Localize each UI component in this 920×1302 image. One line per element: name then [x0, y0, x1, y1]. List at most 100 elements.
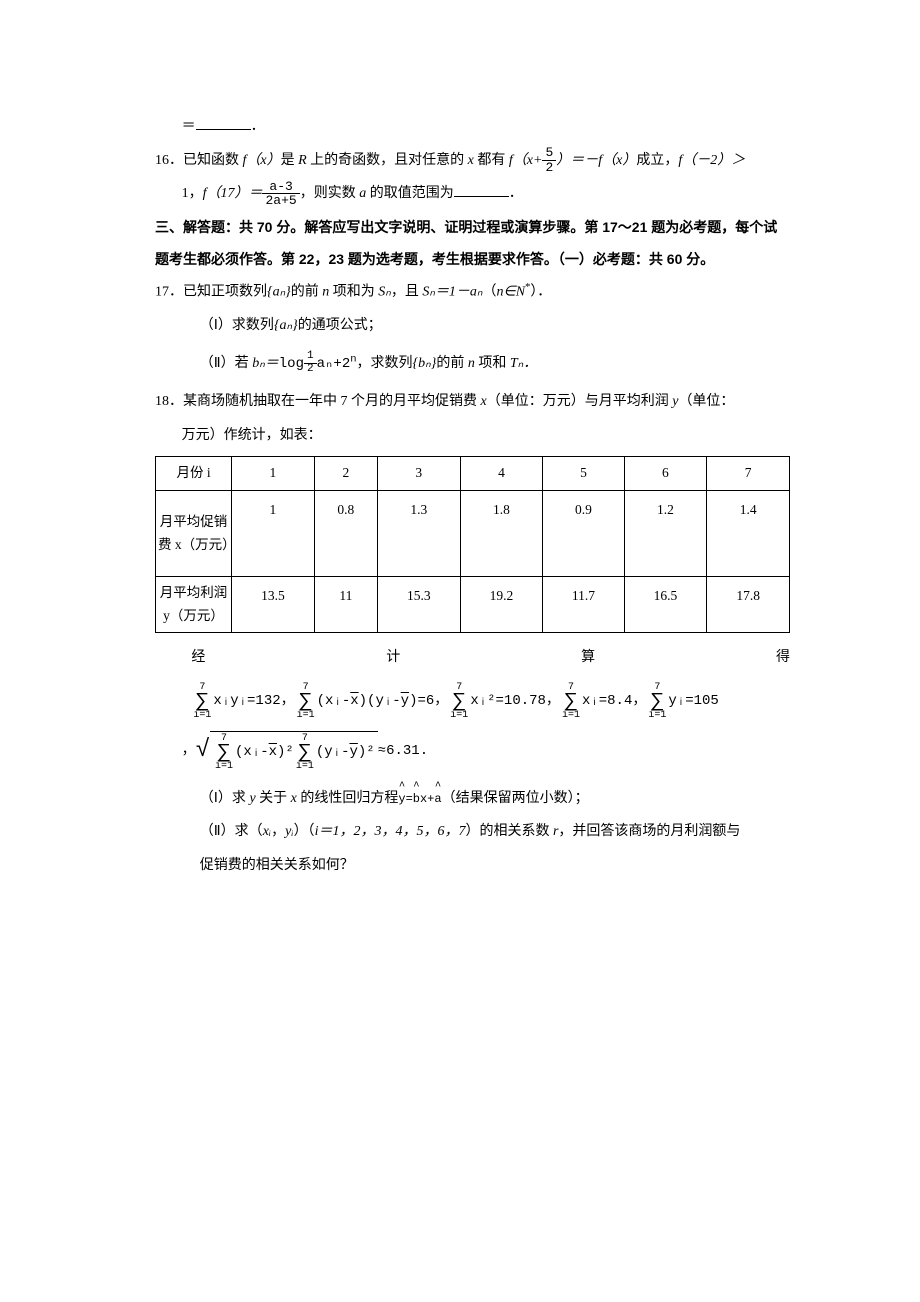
sqrt: √ 7∑i=1 (xᵢ-x)² 7∑i=1 (yᵢ-y)²: [196, 731, 378, 772]
blank-16: [454, 182, 509, 197]
q17-p2c: ，求数列: [357, 356, 413, 371]
sigma-icon: ∑: [651, 693, 663, 711]
sqrt-icon: √: [196, 739, 210, 763]
r23: 19.2: [460, 577, 543, 633]
sum-icon: 7∑i=1: [450, 683, 468, 721]
q17-t6: ）．: [530, 285, 551, 300]
fa: xᵢyᵢ=132，: [213, 693, 294, 710]
de: 得: [776, 641, 790, 675]
q16-num: 16．: [155, 153, 183, 168]
sqrt-body: 7∑i=1 (xᵢ-x)² 7∑i=1 (yᵢ-y)²: [210, 731, 378, 772]
ji: 计: [386, 641, 400, 675]
r21: 11: [314, 577, 377, 633]
p1b: 关于: [256, 791, 291, 806]
th0: 月份 i: [156, 457, 232, 491]
q16-t4: 都有: [474, 153, 509, 168]
p1d: （结果保留两位小数）；: [442, 791, 589, 806]
p2b: ，: [271, 824, 285, 839]
q18-t2: （单位：万元）与月平均利润: [487, 394, 673, 409]
xbar: x: [350, 693, 358, 710]
logpre: log: [279, 356, 304, 372]
sigma-icon: ∑: [453, 693, 465, 711]
q17-t4: ，且: [391, 285, 423, 300]
p1c: 的线性回归方程: [297, 791, 399, 806]
blank-15: [196, 115, 251, 130]
ybar2: y: [349, 744, 357, 761]
r11: 0.8: [314, 491, 377, 577]
th4: 4: [460, 457, 543, 491]
q17-eq: Sₙ＝1－aₙ: [422, 285, 482, 300]
table-row: 月平均促销费 x（万元） 1 0.8 1.3 1.8 0.9 1.2 1.4: [156, 491, 790, 577]
q17-bn: bₙ＝: [252, 356, 279, 371]
sum-icon: 7∑i=1: [562, 683, 580, 721]
table-row: 月份 i 1 2 3 4 5 6 7: [156, 457, 790, 491]
th2: 2: [314, 457, 377, 491]
q18-num: 18．: [155, 394, 183, 409]
r20: 13.5: [232, 577, 315, 633]
q16-fx: f（x）: [243, 153, 281, 168]
q18-formula1: 7∑i=1 xᵢyᵢ=132， 7∑i=1 (xᵢ-x)(yᵢ-y)=6， 7∑…: [191, 683, 790, 721]
r16: 1.4: [707, 491, 790, 577]
p2e: ，并回答该商场的月利润额与: [558, 824, 740, 839]
q17-p1a: （Ⅰ）求数列: [200, 318, 274, 333]
sb4: i=1: [562, 711, 580, 721]
logbase: 12: [304, 351, 317, 375]
r2h: 月平均利润 y（万元）: [156, 577, 232, 633]
xi: xᵢ: [263, 824, 271, 839]
q16-t1: 已知函数: [183, 153, 243, 168]
sb7: i=1: [296, 762, 314, 772]
q17-an2: {aₙ}: [274, 318, 298, 333]
q18-p2b: 促销费的相关关系如何？: [155, 849, 790, 883]
sigma-icon: ∑: [300, 693, 312, 711]
q17-p1: （Ⅰ）求数列{aₙ}的通项公式；: [155, 309, 790, 343]
th7: 7: [707, 457, 790, 491]
r25: 16.5: [624, 577, 707, 633]
suan: 算: [581, 641, 595, 675]
q17-p2e: 项和: [475, 356, 510, 371]
q16-fclose: ）＝－: [556, 153, 598, 168]
q18-line1: 18．某商场随机抽取在一年中 7 个月的月平均促销费 x（单位：万元）与月平均利…: [155, 385, 790, 419]
q16-t3: 上的奇函数，且对任意的: [307, 153, 468, 168]
q17-sn: Sₙ: [378, 285, 391, 300]
q16-t2: 是: [281, 153, 299, 168]
haty: y: [398, 785, 405, 814]
th6: 6: [624, 457, 707, 491]
q16-fx2: f（x）: [598, 153, 636, 168]
q18-formula2: ， √ 7∑i=1 (xᵢ-x)² 7∑i=1 (yᵢ-y)² ≈6.31.: [182, 731, 790, 772]
fb2: )(yᵢ-: [359, 693, 401, 710]
r15: 1.2: [624, 491, 707, 577]
p1a: （Ⅰ）求: [200, 791, 250, 806]
regx: x+: [420, 792, 434, 806]
q17-t2: 的前: [291, 285, 323, 300]
q16-t7: 的取值范围为: [366, 186, 454, 201]
r13: 1.8: [460, 491, 543, 577]
approx: ≈6.31.: [378, 743, 428, 760]
fb1: (xᵢ-: [317, 693, 351, 710]
hata: a: [434, 785, 441, 814]
sqd: (yᵢ-: [316, 744, 350, 761]
fb3: )=6，: [409, 693, 448, 710]
q16-l2a: 1，: [182, 186, 203, 201]
r22: 15.3: [377, 577, 460, 633]
p2c: ）（: [294, 824, 315, 839]
period-15: ．: [251, 119, 265, 134]
sigma-icon: ∑: [196, 693, 208, 711]
sb6: i=1: [215, 762, 233, 772]
xbar2: x: [269, 744, 277, 761]
sum-icon: 7∑i=1: [193, 683, 211, 721]
fc: xᵢ²=10.78，: [470, 693, 560, 710]
th5: 5: [543, 457, 624, 491]
fe: yᵢ=105: [668, 693, 718, 710]
fd: xᵢ=8.4，: [582, 693, 646, 710]
q16-line2: 1，f（17）＝a-32a+5，则实数 a 的取值范围为．: [155, 177, 790, 211]
r14: 0.9: [543, 491, 624, 577]
q18-t3: （单位：: [678, 394, 734, 409]
regeq: =: [406, 792, 413, 806]
f2d: 2a+5: [262, 194, 299, 208]
q18-p1: （Ⅰ）求 y 关于 x 的线性回归方程y=bx+a（结果保留两位小数）；: [155, 782, 790, 816]
q17-nn: n∈N: [497, 285, 526, 300]
ybar: y: [401, 693, 409, 710]
q16-fopen: f（x+: [509, 153, 543, 168]
q16-comma: ，: [300, 186, 314, 201]
q17-p1b: 的通项公式；: [298, 318, 382, 333]
